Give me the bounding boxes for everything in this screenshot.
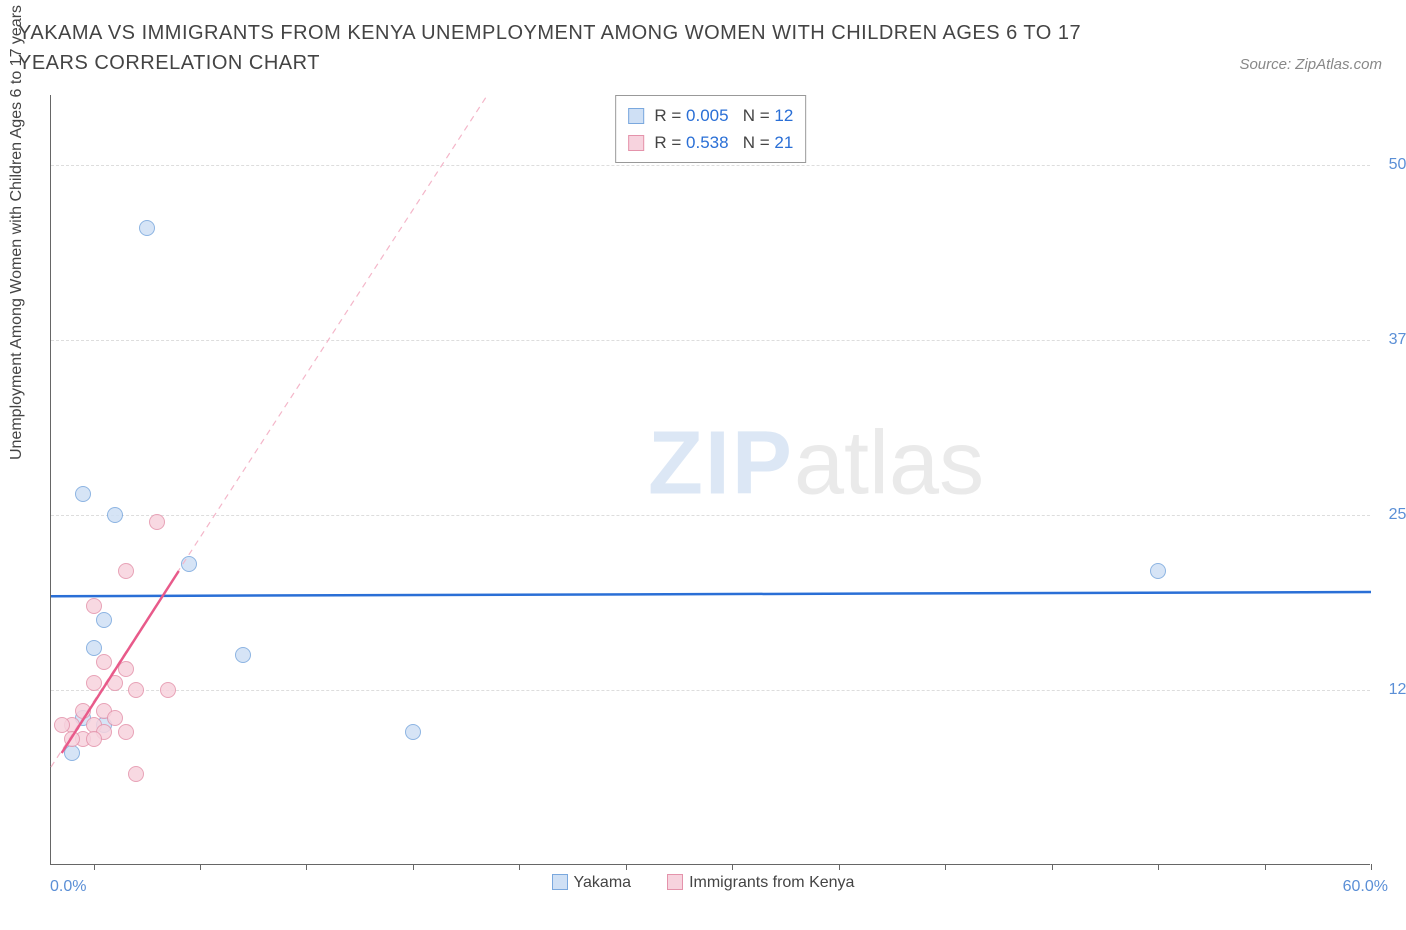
x-tick bbox=[94, 864, 95, 870]
stats-row: R = 0.538 N = 21 bbox=[628, 129, 794, 156]
bottom-legend: Yakama Immigrants from Kenya bbox=[0, 874, 1406, 892]
stats-legend-box: R = 0.005 N = 12 R = 0.538 N = 21 bbox=[615, 95, 807, 163]
y-tick-label: 37.5% bbox=[1389, 331, 1406, 349]
x-tick bbox=[732, 864, 733, 870]
trend-line bbox=[51, 592, 1371, 596]
x-tick bbox=[519, 864, 520, 870]
x-tick bbox=[1158, 864, 1159, 870]
x-tick bbox=[306, 864, 307, 870]
y-axis-label: Unemployment Among Women with Children A… bbox=[8, 5, 26, 460]
stat-r-label: R = bbox=[650, 133, 686, 152]
x-tick bbox=[413, 864, 414, 870]
plot-area: ZIPatlas R = 0.005 N = 12 R = 0.538 N = … bbox=[50, 95, 1370, 865]
chart-title: YAKAMA VS IMMIGRANTS FROM KENYA UNEMPLOY… bbox=[18, 18, 1138, 78]
y-tick-label: 50.0% bbox=[1389, 156, 1406, 174]
x-tick bbox=[1265, 864, 1266, 870]
legend-swatch bbox=[667, 874, 683, 890]
legend-label: Yakama bbox=[574, 874, 632, 891]
stat-r-label: R = bbox=[650, 106, 686, 125]
stat-n-label: N = bbox=[729, 106, 775, 125]
x-tick bbox=[839, 864, 840, 870]
legend-swatch bbox=[628, 108, 644, 124]
legend-item: Immigrants from Kenya bbox=[667, 874, 854, 891]
source-label: Source: ZipAtlas.com bbox=[1239, 56, 1382, 73]
x-tick bbox=[626, 864, 627, 870]
trend-lines-layer bbox=[51, 95, 1370, 864]
stat-n-value: 21 bbox=[774, 133, 793, 152]
legend-swatch bbox=[552, 874, 568, 890]
y-tick-label: 12.5% bbox=[1389, 681, 1406, 699]
stats-row: R = 0.005 N = 12 bbox=[628, 102, 794, 129]
stat-n-value: 12 bbox=[774, 106, 793, 125]
x-tick bbox=[1371, 864, 1372, 870]
x-tick bbox=[1052, 864, 1053, 870]
stat-r-value: 0.005 bbox=[686, 106, 729, 125]
stat-r-value: 0.538 bbox=[686, 133, 729, 152]
stat-n-label: N = bbox=[729, 133, 775, 152]
legend-item: Yakama bbox=[552, 874, 632, 891]
x-tick bbox=[200, 864, 201, 870]
legend-swatch bbox=[628, 135, 644, 151]
trend-line bbox=[62, 571, 179, 753]
x-tick bbox=[945, 864, 946, 870]
y-tick-label: 25.0% bbox=[1389, 506, 1406, 524]
legend-label: Immigrants from Kenya bbox=[689, 874, 854, 891]
